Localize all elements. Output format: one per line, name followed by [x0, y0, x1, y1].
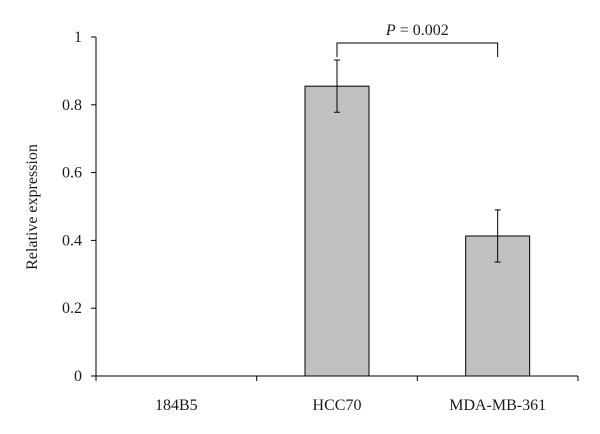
- significance-bracket: [336, 42, 499, 57]
- y-tick-label: 1: [74, 29, 82, 46]
- axes: 0 0.2 0.4 0.6 0.8 1 184B5 HCC70 MDA-MB-361: [62, 29, 579, 414]
- x-category-label: MDA-MB-361: [449, 397, 546, 414]
- p-symbol: P: [385, 22, 396, 39]
- x-category-label: HCC70: [313, 397, 362, 414]
- bars: [304, 85, 531, 377]
- significance-annotation: P = 0.002: [336, 22, 499, 57]
- y-tick-label: 0.2: [62, 300, 82, 317]
- y-tick-label: 0.4: [62, 232, 82, 249]
- y-tick-label: 0: [74, 368, 82, 385]
- p-value-label: P = 0.002: [385, 22, 449, 39]
- y-axis-title: Relative expression: [24, 144, 41, 270]
- y-tick-label: 0.8: [62, 97, 82, 114]
- p-value: = 0.002: [396, 22, 449, 39]
- x-category-label: 184B5: [155, 397, 198, 414]
- error-bars: [334, 59, 501, 263]
- y-tick-label: 0.6: [62, 165, 82, 182]
- bar: [304, 85, 370, 377]
